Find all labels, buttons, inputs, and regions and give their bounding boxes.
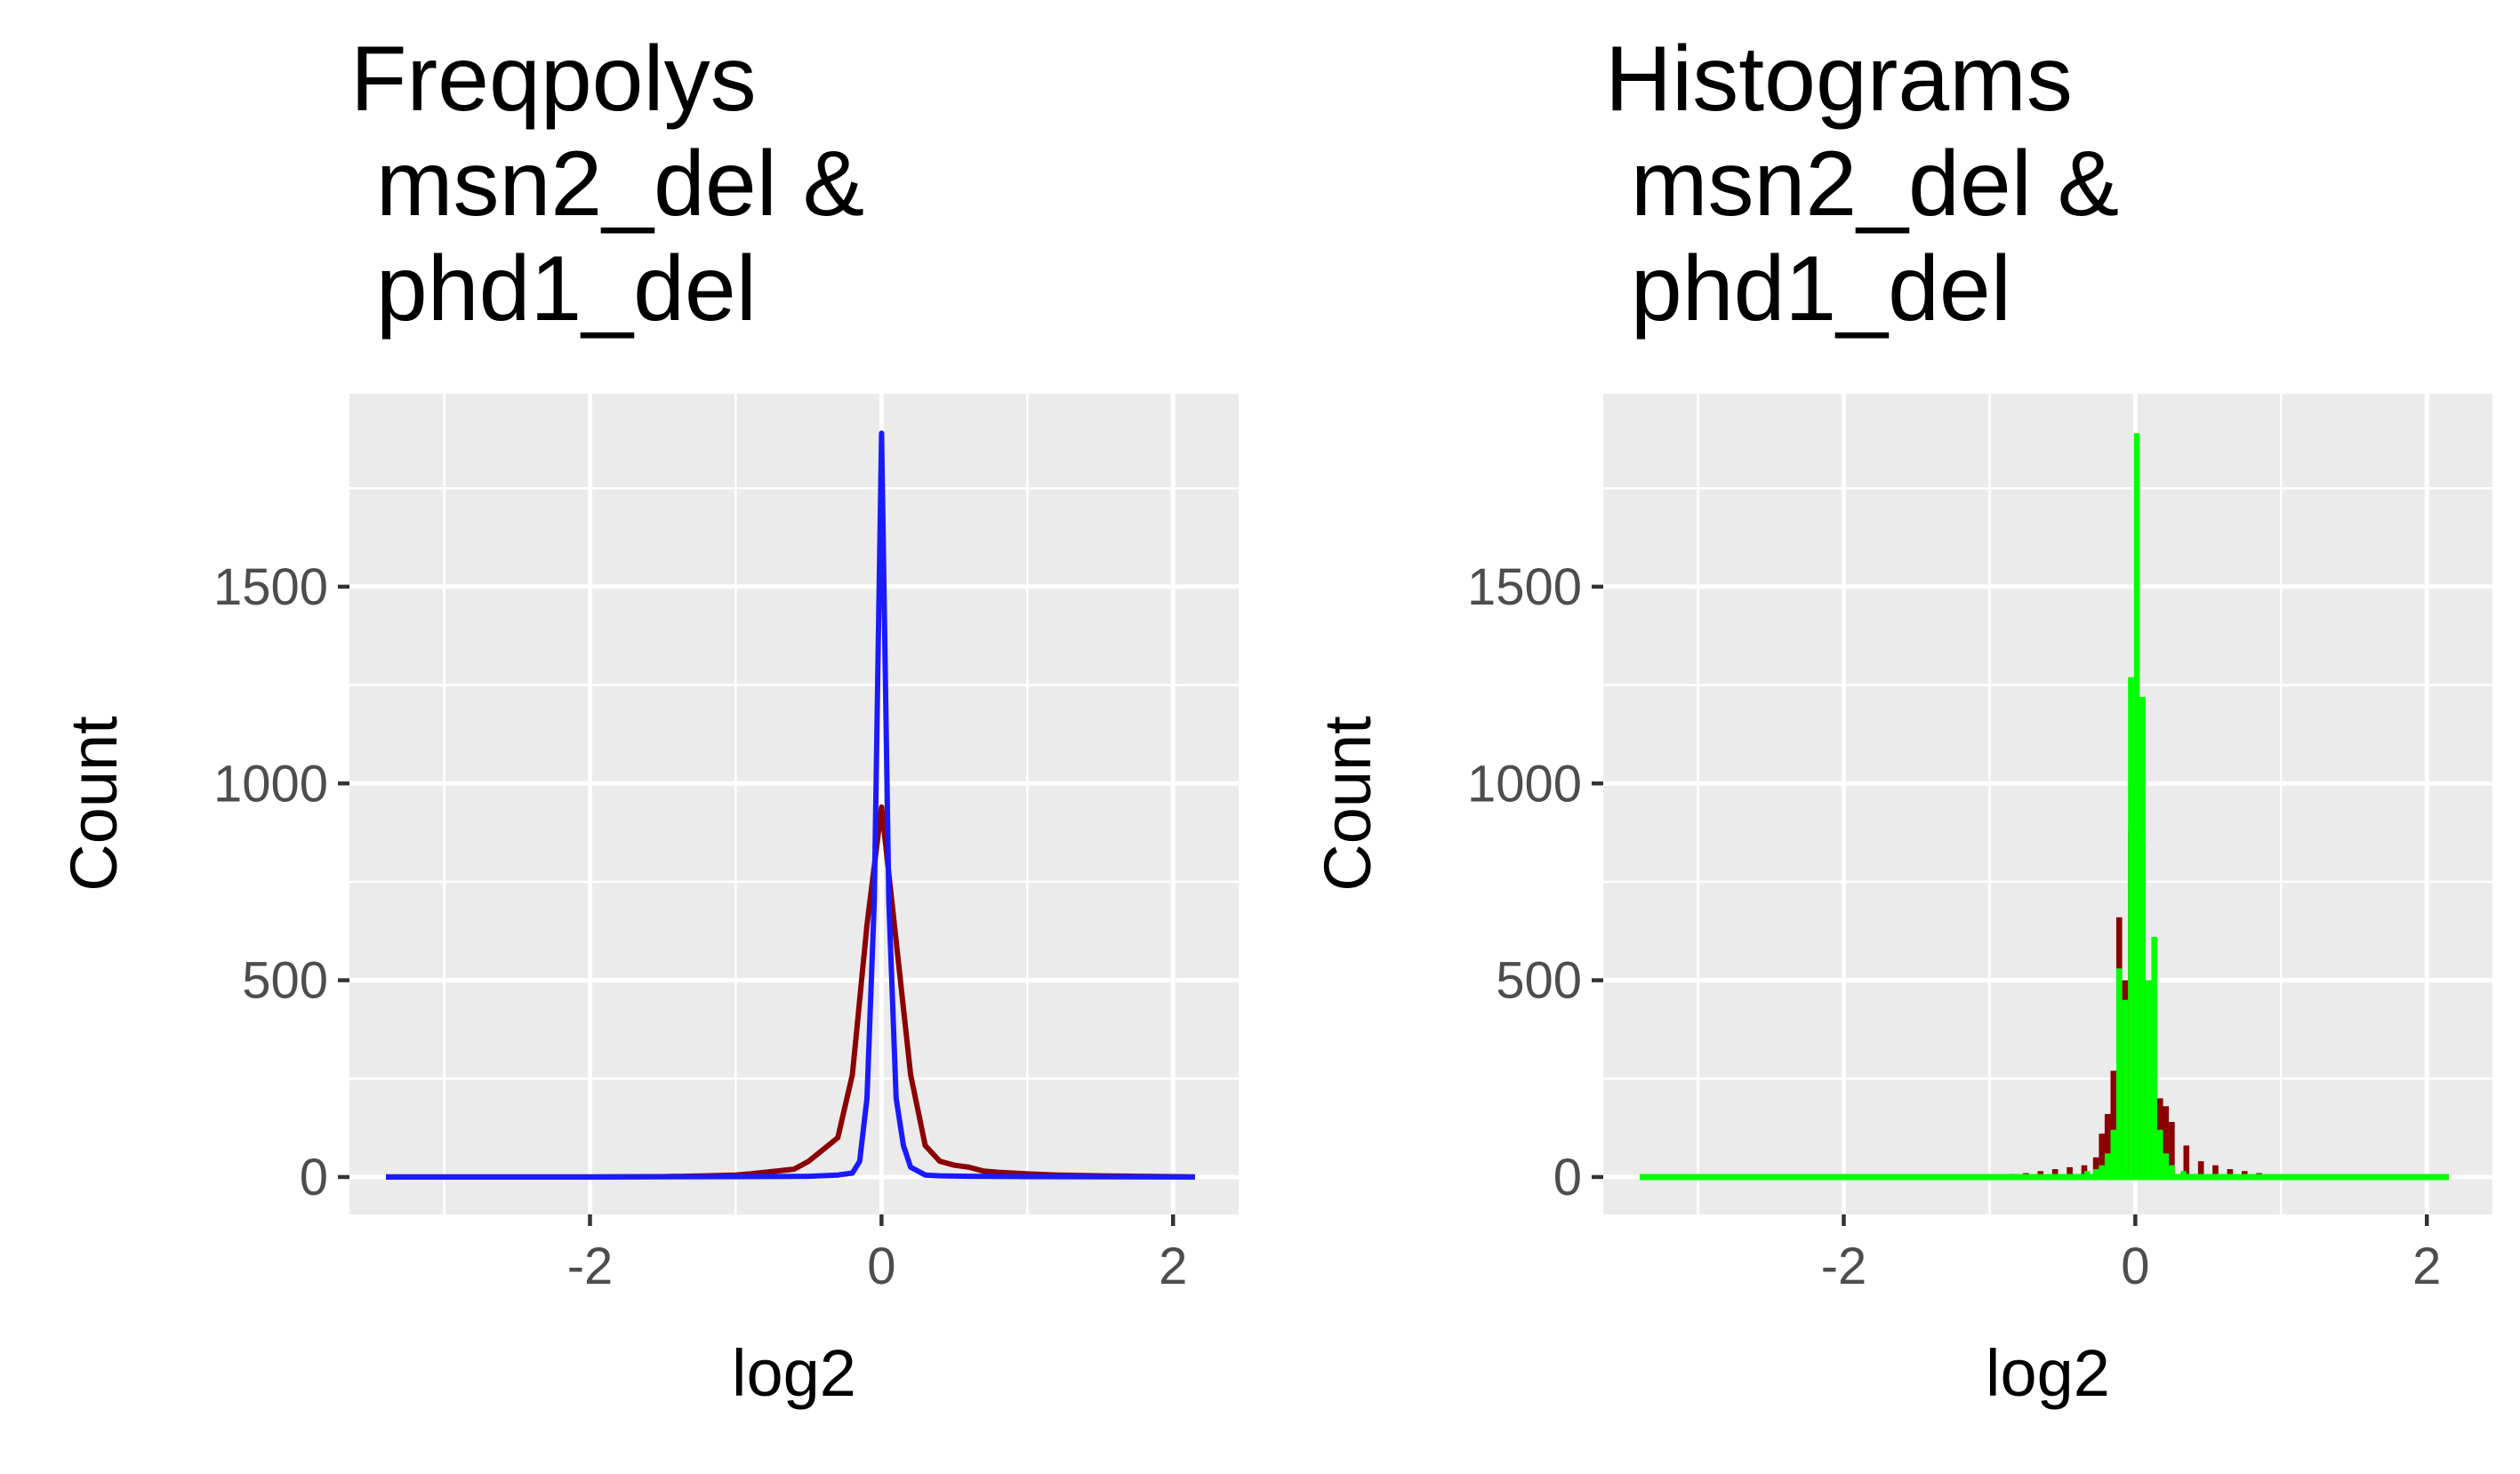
- histogram-bar: [2110, 1070, 2117, 1177]
- panel-freqpolys: Freqpolys msn2_del & phd1_del 0 500 1000 15…: [57, 28, 1239, 1410]
- series-layer: [386, 430, 1195, 1180]
- histogram-bar: [2110, 1129, 2117, 1177]
- histogram-bar: [2116, 968, 2123, 1177]
- histogram-bar: [2169, 1165, 2175, 1177]
- y-tick-label: 1500: [213, 558, 328, 616]
- x-tick-label: -2: [1821, 1238, 1867, 1295]
- histogram-bar: [2192, 1174, 2198, 1177]
- panel-histograms: Histograms msn2_del & phd1_del 0 500 1000 1…: [1311, 28, 2492, 1410]
- series-line-1: [386, 430, 1195, 1180]
- y-tick-label: 1000: [213, 755, 328, 813]
- panel-title-line-2: msn2_del &: [1605, 132, 2119, 236]
- histogram-bar: [2212, 1165, 2219, 1177]
- panel-title-line-2: msn2_del &: [350, 132, 864, 236]
- x-tick-label: -2: [567, 1238, 614, 1295]
- x-tick-label: 0: [867, 1238, 895, 1295]
- histogram-bar: [2067, 1166, 2073, 1177]
- y-tick-label: 0: [1553, 1149, 1582, 1206]
- histogram-bar: [2104, 1114, 2111, 1177]
- histogram-bar: [2145, 980, 2152, 1177]
- histogram-bar: [2084, 1171, 2091, 1177]
- histogram-bar: [2051, 1169, 2059, 1177]
- x-axis-title: log2: [732, 1336, 856, 1410]
- histogram-bar: [2128, 677, 2134, 1177]
- histogram-bar: [2180, 1171, 2187, 1177]
- panel-title-line-3: phd1_del: [1605, 237, 2011, 340]
- x-tick-label: 0: [2121, 1238, 2149, 1295]
- histogram-bar: [2072, 1174, 2079, 1177]
- y-axis-title: Count: [57, 716, 131, 892]
- panel-title-line-1: Histograms: [1605, 28, 2073, 131]
- histogram-bar: [2092, 1169, 2099, 1177]
- histogram-bar: [2104, 1153, 2111, 1177]
- histogram-bar: [2163, 1153, 2170, 1177]
- histogram-bar: [2122, 999, 2129, 1177]
- y-tick-label: 0: [300, 1149, 328, 1206]
- panel-title-line-1: Freqpolys: [350, 28, 757, 131]
- histogram-bar: [2099, 1134, 2105, 1177]
- histogram-bar: [2139, 696, 2146, 1177]
- histogram-bar: [2197, 1161, 2204, 1177]
- histogram-bar: [2151, 936, 2157, 1177]
- plot-panel-background: [1603, 394, 2492, 1214]
- x-tick-label: 2: [2412, 1238, 2441, 1295]
- y-tick-label: 500: [1496, 952, 1582, 1010]
- y-axis-title: Count: [1311, 716, 1384, 892]
- histogram-bar: [2227, 1169, 2234, 1177]
- panel-title-line-3: phd1_del: [350, 237, 757, 340]
- histogram-bar: [2163, 1106, 2170, 1177]
- axes: 0 500 1000 1500 -2 0 2: [1467, 558, 2441, 1295]
- axes: 0 500 1000 1500 -2 0 2: [213, 558, 1187, 1295]
- y-tick-label: 1500: [1467, 558, 1582, 616]
- series-layer: [1639, 433, 2449, 1181]
- histogram-bar: [2092, 1157, 2099, 1177]
- plot-panel-background: [349, 394, 1239, 1214]
- histogram-bar: [2169, 1122, 2175, 1177]
- y-tick-label: 1000: [1467, 755, 1582, 813]
- x-tick-label: 2: [1159, 1238, 1187, 1295]
- histogram-bar: [2157, 1129, 2163, 1177]
- histogram-bar: [2133, 433, 2140, 1177]
- y-tick-label: 500: [242, 952, 328, 1010]
- histogram-bar: [2183, 1145, 2190, 1177]
- histogram-bar: [2099, 1165, 2105, 1177]
- x-axis-title: log2: [1986, 1336, 2110, 1410]
